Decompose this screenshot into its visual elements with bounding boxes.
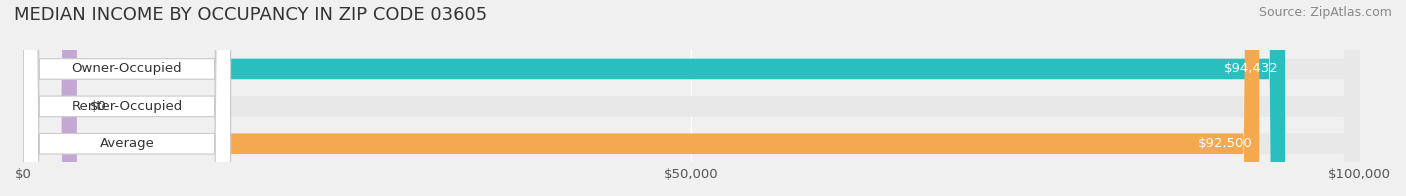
FancyBboxPatch shape <box>24 0 1285 196</box>
FancyBboxPatch shape <box>24 0 1360 196</box>
Text: $94,432: $94,432 <box>1223 63 1278 75</box>
FancyBboxPatch shape <box>24 0 231 196</box>
FancyBboxPatch shape <box>24 0 1260 196</box>
FancyBboxPatch shape <box>24 0 231 196</box>
Text: Owner-Occupied: Owner-Occupied <box>72 63 183 75</box>
FancyBboxPatch shape <box>24 0 77 196</box>
FancyBboxPatch shape <box>24 0 231 196</box>
Text: $92,500: $92,500 <box>1198 137 1253 150</box>
FancyBboxPatch shape <box>24 0 1360 196</box>
Text: Source: ZipAtlas.com: Source: ZipAtlas.com <box>1258 6 1392 19</box>
Text: Average: Average <box>100 137 155 150</box>
Text: Renter-Occupied: Renter-Occupied <box>72 100 183 113</box>
Text: MEDIAN INCOME BY OCCUPANCY IN ZIP CODE 03605: MEDIAN INCOME BY OCCUPANCY IN ZIP CODE 0… <box>14 6 488 24</box>
Text: $0: $0 <box>90 100 107 113</box>
FancyBboxPatch shape <box>24 0 1360 196</box>
